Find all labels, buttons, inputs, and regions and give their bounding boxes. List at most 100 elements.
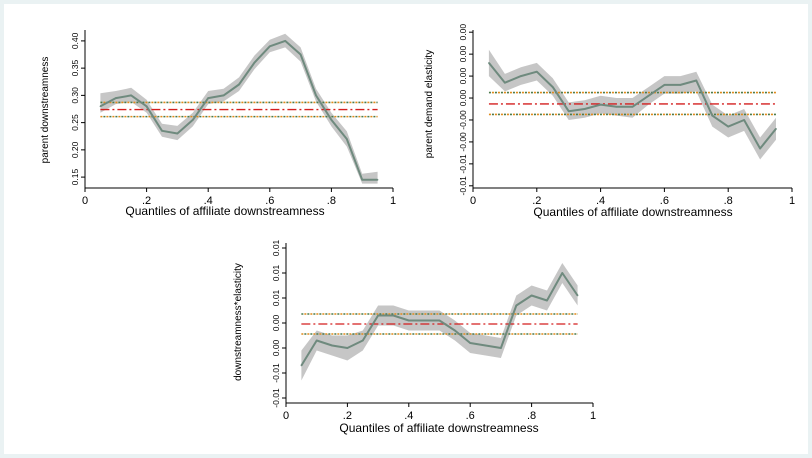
x-tick-label: .8 xyxy=(327,195,336,207)
data-point xyxy=(647,95,650,97)
data-point xyxy=(300,364,303,367)
x-tick-label: 1 xyxy=(590,410,596,422)
data-point xyxy=(330,119,333,121)
x-tick-label: .6 xyxy=(466,410,475,422)
x-tick-label: .6 xyxy=(265,195,274,207)
y-tick-label: 0.30 xyxy=(70,87,80,104)
chart-parent-demand-elasticity: Quantiles of affiliate downstreamness pa… xyxy=(424,24,795,219)
data-point xyxy=(408,319,410,322)
data-point xyxy=(546,299,548,302)
data-point xyxy=(469,342,472,344)
y-tick-label: 0.00 xyxy=(458,89,468,106)
data-point xyxy=(315,339,318,342)
data-point xyxy=(615,106,618,108)
x-tick-label: 1 xyxy=(789,195,795,207)
x-tick-label: .8 xyxy=(724,195,733,207)
data-point xyxy=(222,94,225,97)
data-point xyxy=(253,61,256,64)
data-point xyxy=(561,272,564,274)
x-tick-label: .4 xyxy=(404,410,413,422)
chart-downstreamness-elasticity: Quantiles of affiliate downstreamness do… xyxy=(233,239,596,435)
y-tick-label: 0.01 xyxy=(271,264,281,281)
x-axis-title: Quantiles of affiliate downstreamness xyxy=(339,421,538,435)
data-point xyxy=(567,110,570,112)
data-point xyxy=(315,94,317,97)
y-tick-label: -0.01 xyxy=(271,388,281,408)
y-tick-label: -0.00 xyxy=(458,110,468,130)
data-point xyxy=(552,86,554,88)
data-point xyxy=(176,132,179,135)
x-tick-label: 0 xyxy=(283,410,289,422)
x-tick-label: .4 xyxy=(204,195,213,207)
y-tick-label: 0.00 xyxy=(458,24,468,41)
data-point xyxy=(376,179,379,181)
x-tick-label: .2 xyxy=(343,410,352,422)
ci-band xyxy=(301,263,578,381)
data-point xyxy=(331,344,333,347)
y-tick-label: 0.15 xyxy=(70,169,80,186)
y-tick-label: 0.00 xyxy=(271,314,281,331)
data-point xyxy=(530,294,533,297)
data-point xyxy=(743,119,745,121)
data-point xyxy=(454,329,456,332)
chart-parent-downstreamness: Quantiles of affiliate downstreamness pa… xyxy=(40,30,396,218)
data-point xyxy=(711,114,714,117)
data-point xyxy=(438,319,441,322)
y-tick-label: -0.01 xyxy=(458,154,468,174)
data-point xyxy=(488,62,490,64)
x-axis-title: Quantiles of affiliate downstreamness xyxy=(125,204,324,218)
y-axis-title: downstreamness*elasticity xyxy=(233,263,244,381)
x-tick-label: .6 xyxy=(660,195,669,207)
data-point xyxy=(115,97,117,99)
data-point xyxy=(775,128,777,130)
data-point xyxy=(484,344,487,347)
y-tick-label: -0.01 xyxy=(458,176,468,196)
y-axis-title: parent demand elasticity xyxy=(424,50,435,158)
data-point xyxy=(631,106,634,108)
data-point xyxy=(504,81,506,84)
data-point xyxy=(663,84,666,86)
y-tick-label: 0.01 xyxy=(271,289,281,306)
y-tick-label: -0.01 xyxy=(271,363,281,383)
data-point xyxy=(299,53,302,56)
data-point xyxy=(423,319,425,322)
data-point xyxy=(238,83,240,86)
data-point xyxy=(515,304,518,307)
data-point xyxy=(536,70,538,73)
data-point xyxy=(500,347,502,349)
x-tick-label: 1 xyxy=(390,195,396,207)
x-tick-label: .2 xyxy=(532,195,541,207)
x-tick-label: .8 xyxy=(527,410,536,422)
data-point xyxy=(361,179,364,181)
x-tick-label: 0 xyxy=(470,195,476,207)
data-point xyxy=(207,97,209,99)
data-point xyxy=(362,339,364,342)
y-tick-label: 0.00 xyxy=(458,68,468,85)
y-tick-label: 0.25 xyxy=(70,114,80,131)
data-point xyxy=(520,75,522,77)
y-tick-label: 0.35 xyxy=(70,60,80,77)
x-tick-label: .2 xyxy=(142,195,151,207)
data-point xyxy=(727,125,729,128)
y-tick-label: 0.00 xyxy=(271,339,281,356)
data-point xyxy=(759,147,761,150)
y-tick-label: 0.40 xyxy=(70,32,80,49)
data-point xyxy=(576,294,579,297)
x-tick-label: 0 xyxy=(82,195,88,207)
data-point xyxy=(583,108,586,110)
data-point xyxy=(192,119,194,121)
data-point xyxy=(130,94,132,97)
data-point xyxy=(284,40,287,42)
y-tick-label: -0.00 xyxy=(458,132,468,152)
x-tick-label: .4 xyxy=(596,195,605,207)
ci-band xyxy=(100,33,378,184)
y-tick-label: 0.01 xyxy=(271,239,281,256)
y-tick-label: 0.00 xyxy=(458,46,468,63)
data-point xyxy=(269,45,271,48)
data-point xyxy=(599,103,602,106)
data-point xyxy=(377,314,379,317)
data-point xyxy=(161,130,163,132)
x-axis-title: Quantiles of affiliate downstreamness xyxy=(533,205,732,219)
data-point xyxy=(145,105,148,108)
